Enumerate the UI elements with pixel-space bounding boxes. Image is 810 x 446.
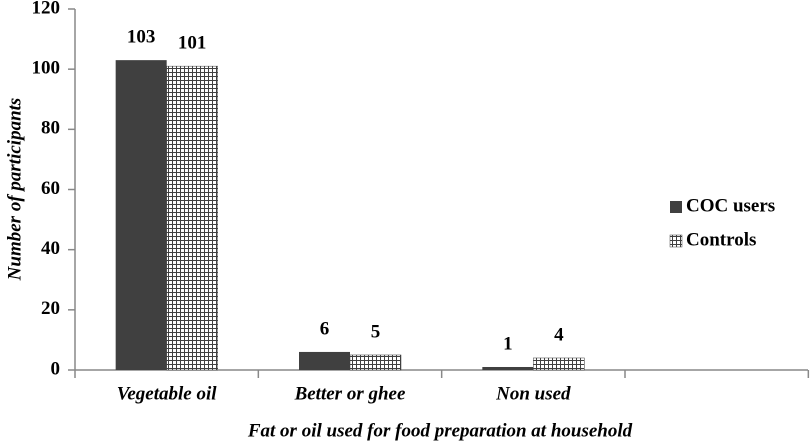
legend-swatch [670, 201, 682, 213]
value-label: 5 [371, 321, 381, 342]
value-label: 1 [503, 333, 513, 354]
legend-label: COC users [686, 195, 775, 216]
bar [482, 366, 534, 370]
legend-swatch [669, 234, 683, 248]
x-tick-label: Vegetable oil [117, 383, 217, 404]
x-axis-label: Fat or oil used for food preparation at … [247, 420, 633, 441]
y-tick-label: 60 [41, 178, 60, 199]
value-label: 101 [178, 33, 207, 54]
y-tick-label: 100 [32, 58, 61, 79]
bar [299, 351, 350, 370]
value-label: 4 [554, 324, 564, 345]
bar [115, 60, 167, 371]
bar [349, 354, 402, 371]
y-tick-label: 0 [51, 358, 61, 379]
x-tick-label: Better or ghee [294, 383, 406, 404]
y-tick-label: 80 [41, 118, 60, 139]
y-tick-label: 120 [32, 0, 61, 18]
legend-label: Controls [686, 229, 756, 250]
bar [533, 357, 585, 371]
y-axis-label: Number of participants [4, 98, 25, 282]
y-tick-label: 40 [41, 238, 60, 259]
value-label: 103 [127, 27, 156, 48]
bar [166, 65, 218, 371]
y-tick-label: 20 [41, 298, 60, 319]
x-tick-label: Non used [495, 383, 571, 404]
value-label: 6 [320, 318, 330, 339]
